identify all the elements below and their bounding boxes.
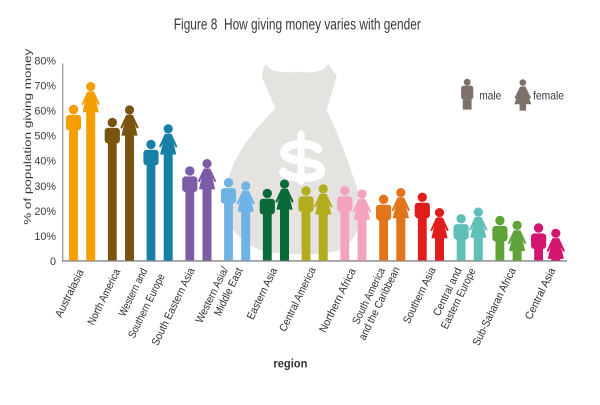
svg-text:80%: 80% (34, 55, 56, 67)
svg-text:50%: 50% (34, 131, 56, 143)
svg-text:region: region (273, 358, 307, 370)
svg-text:40%: 40% (34, 156, 56, 168)
svg-text:60%: 60% (34, 106, 56, 118)
svg-text:male: male (479, 89, 501, 103)
svg-text:20%: 20% (34, 206, 56, 218)
svg-text:0: 0 (50, 256, 56, 268)
svg-text:female: female (533, 89, 564, 103)
svg-text:% of population giving money: % of population giving money (22, 48, 34, 225)
svg-text:70%: 70% (34, 81, 56, 93)
svg-text:10%: 10% (34, 231, 56, 243)
svg-text:Figure 8 How giving money var: Figure 8 How giving money varies with ge… (174, 16, 421, 33)
svg-text:30%: 30% (34, 181, 56, 193)
